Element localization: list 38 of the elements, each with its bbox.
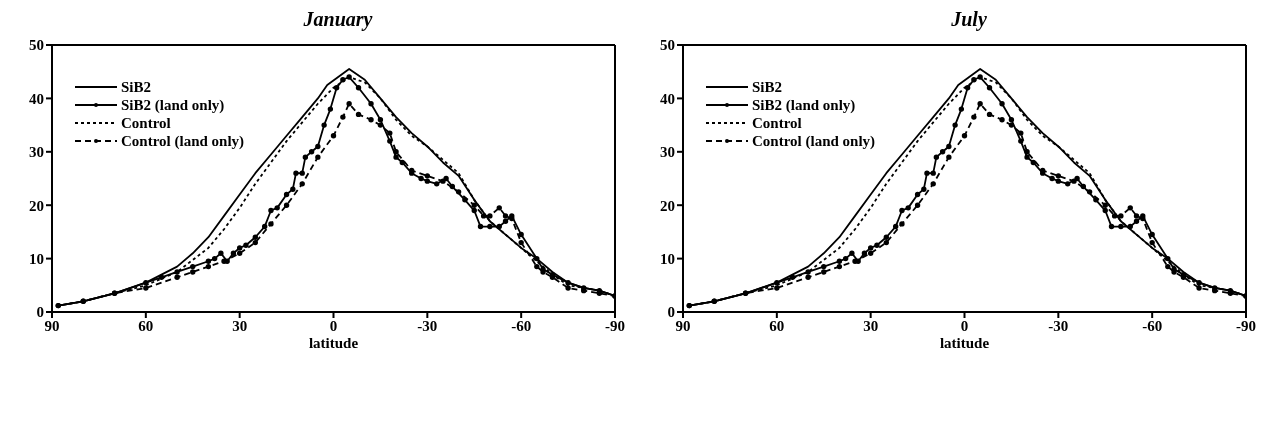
legend-label: Control [121, 114, 171, 132]
y-tick-label: 30 [660, 144, 675, 161]
y-tick-label: 50 [660, 37, 675, 54]
chart-title: July [950, 8, 988, 33]
legend-label: Control (land only) [121, 132, 245, 150]
x-tick-label: 60 [138, 317, 154, 334]
x-axis-title: latitude [308, 335, 359, 351]
x-tick-label: 0 [329, 317, 338, 334]
x-tick-label: -60 [511, 317, 532, 334]
legend-label: SiB2 [752, 78, 783, 96]
x-axis-title: latitude [939, 335, 990, 351]
legend-label: SiB2 (land only) [752, 96, 856, 114]
y-tick-label: 20 [29, 197, 44, 214]
y-tick-label: 10 [660, 250, 675, 267]
x-tick-label: -30 [1048, 317, 1069, 334]
x-tick-label: 0 [960, 317, 969, 334]
x-tick-label: -30 [417, 317, 438, 334]
x-tick-label: 30 [232, 317, 248, 334]
legend-label: SiB2 [121, 78, 152, 96]
y-tick-label: 40 [29, 90, 44, 107]
y-tick-label: 0 [36, 304, 44, 321]
legend-label: SiB2 (land only) [121, 96, 225, 114]
x-tick-label: -90 [1236, 317, 1256, 334]
x-tick-label: 30 [863, 317, 879, 334]
chart-title: January [302, 8, 374, 33]
x-tick-label: 60 [769, 317, 785, 334]
y-tick-label: 40 [660, 90, 675, 107]
legend-label: Control [752, 114, 802, 132]
y-tick-label: 50 [29, 37, 44, 54]
y-tick-label: 0 [667, 304, 675, 321]
y-tick-label: 30 [29, 144, 44, 161]
y-tick-label: 10 [29, 250, 44, 267]
x-tick-label: -90 [605, 317, 625, 334]
legend-label: Control (land only) [752, 132, 876, 150]
y-tick-label: 20 [660, 197, 675, 214]
x-tick-label: -60 [1142, 317, 1163, 334]
x-tick-label: 90 [675, 317, 691, 334]
x-tick-label: 90 [44, 317, 60, 334]
